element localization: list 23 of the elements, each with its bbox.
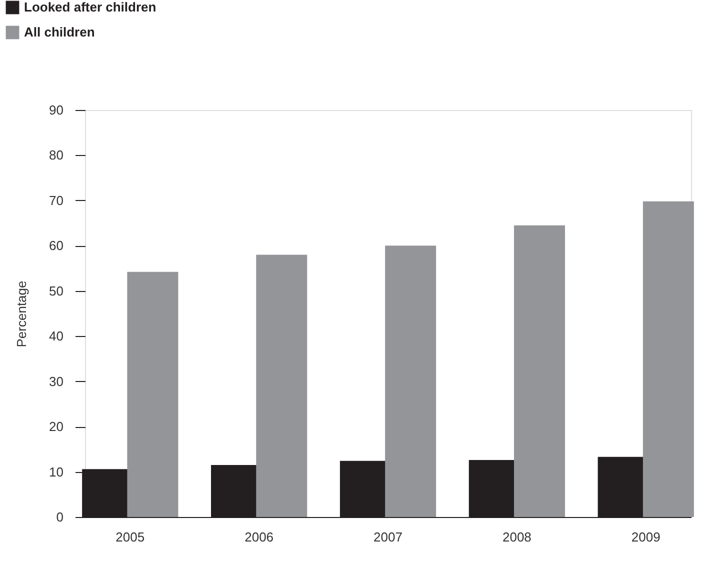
- x-tick-label: 2009: [631, 530, 660, 544]
- y-tick-label: 0: [56, 510, 64, 524]
- legend-label: Looked after children: [24, 0, 156, 14]
- y-tick-label: 60: [49, 238, 64, 254]
- bar: [514, 225, 565, 517]
- y-tick-label: 40: [49, 328, 64, 344]
- bar: [642, 201, 694, 517]
- y-tick-label: 10: [49, 464, 64, 480]
- y-tick-label: 70: [49, 192, 64, 208]
- x-tick-label: 2005: [116, 530, 145, 544]
- y-tick-label: 90: [49, 102, 64, 118]
- legend-label: All children: [24, 24, 95, 40]
- y-tick-label: 80: [49, 148, 64, 163]
- y-tick-label: 50: [49, 283, 64, 298]
- x-tick-label: 2007: [374, 530, 402, 544]
- x-tick-label: 2008: [502, 530, 532, 544]
- y-axis-title: Percentage: [14, 280, 30, 348]
- y-tick-label: 30: [49, 374, 64, 389]
- bar: [127, 272, 178, 517]
- x-tick-label: 2006: [244, 530, 274, 544]
- bar: [385, 246, 436, 517]
- y-tick-label: 20: [49, 419, 64, 434]
- bar: [256, 254, 308, 517]
